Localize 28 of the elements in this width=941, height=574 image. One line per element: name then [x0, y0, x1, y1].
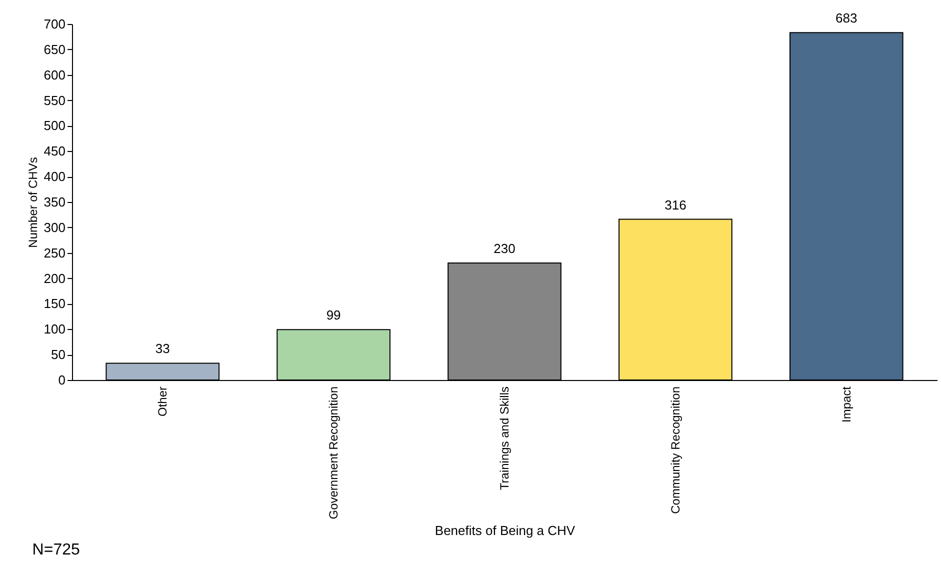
y-tick-label: 300	[44, 220, 66, 235]
x-tick-label: Trainings and Skills	[498, 386, 512, 490]
y-tick-label: 350	[44, 194, 66, 210]
data-label: 683	[836, 10, 858, 26]
y-tick-label: 50	[51, 347, 66, 362]
x-tick-label: Community Recognition	[668, 386, 682, 514]
y-tick-label: 100	[44, 322, 66, 337]
y-tick-label: 400	[44, 169, 66, 184]
x-axis-title: Benefits of Being a CHV	[434, 523, 576, 538]
y-tick-label: 650	[44, 42, 66, 57]
y-tick-label: 450	[44, 144, 66, 159]
data-label: 33	[155, 341, 170, 356]
x-tick-label: Other	[156, 386, 170, 417]
y-tick-label: 150	[44, 296, 66, 312]
y-tick-label: 250	[44, 245, 66, 260]
y-tick-label: 550	[44, 92, 66, 108]
x-tick-label: Impact	[839, 386, 854, 423]
y-axis-title: Number of CHVs	[26, 157, 40, 248]
y-tick-label: 600	[44, 67, 66, 82]
data-label: 99	[326, 308, 341, 323]
data-label: 316	[664, 197, 686, 212]
y-tick-label: 700	[44, 16, 66, 32]
y-tick-label: 200	[44, 270, 66, 286]
x-tick-label: Government Recognition	[326, 386, 341, 520]
data-label: 230	[494, 241, 516, 256]
y-tick-label: 0	[58, 372, 66, 388]
y-tick-label: 500	[44, 118, 66, 134]
text: N=725	[32, 542, 80, 559]
